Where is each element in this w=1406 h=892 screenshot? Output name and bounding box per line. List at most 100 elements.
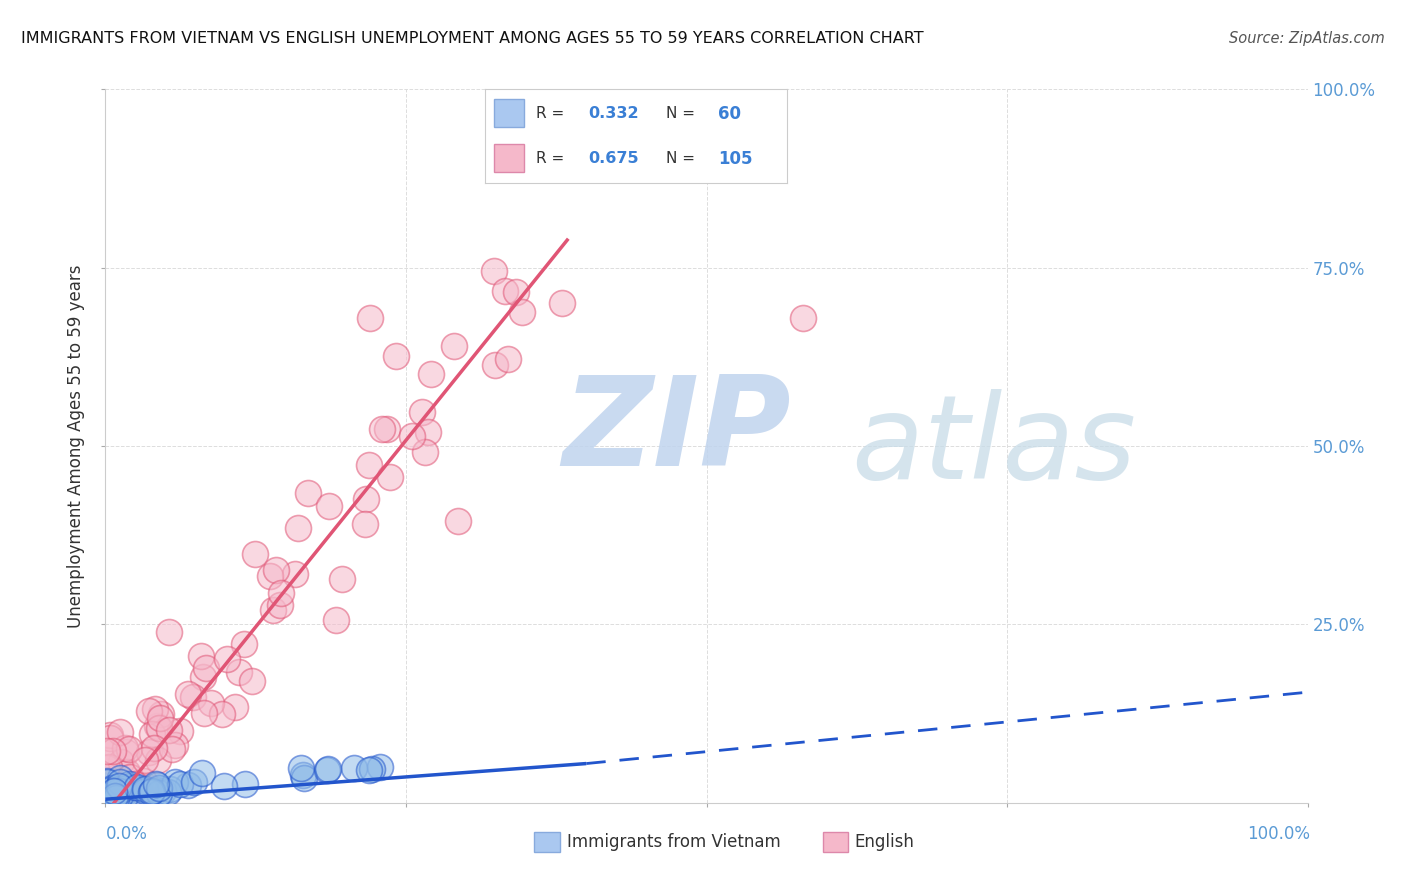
Point xyxy=(118,777,141,791)
Point xyxy=(193,706,215,720)
Point xyxy=(111,789,134,803)
Point xyxy=(94,790,117,805)
Point xyxy=(103,794,125,808)
Point xyxy=(482,264,505,278)
Point xyxy=(232,636,254,650)
Point xyxy=(484,358,506,372)
Point xyxy=(177,687,200,701)
Point xyxy=(96,792,118,806)
Point xyxy=(211,706,233,721)
Point xyxy=(343,761,366,775)
Point xyxy=(96,774,118,789)
Point xyxy=(240,674,263,689)
Point xyxy=(420,367,443,381)
Point xyxy=(224,700,246,714)
Point xyxy=(101,783,124,797)
Point xyxy=(96,794,118,808)
Point xyxy=(100,782,122,797)
Point xyxy=(318,500,340,514)
Point xyxy=(152,784,174,798)
Point xyxy=(96,794,118,808)
Point xyxy=(114,789,136,803)
Point xyxy=(110,787,132,801)
Point xyxy=(148,722,170,736)
Point xyxy=(157,624,180,639)
Point xyxy=(134,774,156,789)
Text: 60: 60 xyxy=(718,104,741,122)
Point xyxy=(416,425,439,440)
Point xyxy=(129,788,152,802)
Point xyxy=(138,704,160,718)
Point xyxy=(110,772,132,786)
Point xyxy=(127,782,149,797)
Point xyxy=(134,781,156,796)
Text: 0.332: 0.332 xyxy=(588,106,638,121)
Point xyxy=(96,794,118,808)
Point xyxy=(264,563,287,577)
Point xyxy=(148,781,170,796)
Point xyxy=(96,744,118,758)
Point xyxy=(98,731,121,745)
Point xyxy=(141,784,163,798)
Text: English: English xyxy=(855,833,915,851)
Point xyxy=(117,794,139,808)
Point xyxy=(103,794,125,808)
Point xyxy=(378,470,401,484)
Text: ZIP: ZIP xyxy=(562,371,792,492)
Point xyxy=(262,603,284,617)
Point xyxy=(107,789,129,803)
Point xyxy=(160,741,183,756)
Point xyxy=(103,784,125,798)
Text: IMMIGRANTS FROM VIETNAM VS ENGLISH UNEMPLOYMENT AMONG AGES 55 TO 59 YEARS CORREL: IMMIGRANTS FROM VIETNAM VS ENGLISH UNEMP… xyxy=(21,31,924,46)
Point xyxy=(118,742,141,756)
Point xyxy=(105,791,128,805)
Point xyxy=(357,764,380,778)
Text: R =: R = xyxy=(537,151,569,166)
Point xyxy=(371,422,394,436)
Point xyxy=(98,728,121,742)
Text: atlas: atlas xyxy=(851,389,1136,503)
Point xyxy=(245,547,267,561)
Point xyxy=(212,779,235,793)
Point xyxy=(330,573,353,587)
Point xyxy=(114,745,136,759)
Point xyxy=(359,310,381,325)
Point xyxy=(413,445,436,459)
Point xyxy=(120,770,142,784)
Point xyxy=(142,741,165,756)
Point xyxy=(138,745,160,759)
Point xyxy=(368,760,391,774)
Text: 0.675: 0.675 xyxy=(588,151,638,166)
Point xyxy=(181,690,204,705)
Point xyxy=(96,789,118,803)
Point xyxy=(101,780,124,795)
Point xyxy=(233,777,256,791)
Point xyxy=(146,719,169,733)
Point xyxy=(108,779,131,793)
Point xyxy=(128,781,150,796)
Point xyxy=(183,774,205,789)
Point xyxy=(111,781,134,796)
Point xyxy=(108,784,131,798)
Point xyxy=(110,787,132,801)
Point xyxy=(97,794,120,808)
Point xyxy=(447,515,470,529)
Point xyxy=(98,794,121,808)
Point xyxy=(401,429,423,443)
Point xyxy=(551,296,574,310)
Text: R =: R = xyxy=(537,106,569,121)
Point xyxy=(443,339,465,353)
Point xyxy=(290,761,312,775)
Point xyxy=(357,458,380,472)
Point xyxy=(115,765,138,780)
Point xyxy=(97,788,120,802)
Point xyxy=(108,725,131,739)
Point xyxy=(145,777,167,791)
Text: 105: 105 xyxy=(718,150,752,168)
Point xyxy=(139,785,162,799)
Point xyxy=(494,284,516,298)
Point xyxy=(361,762,384,776)
Point xyxy=(163,775,186,789)
Point xyxy=(292,767,315,781)
Point xyxy=(194,661,217,675)
